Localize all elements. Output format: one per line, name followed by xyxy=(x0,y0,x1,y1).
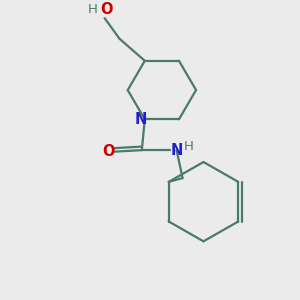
Text: H: H xyxy=(184,140,194,153)
Text: H: H xyxy=(87,4,97,16)
Text: N: N xyxy=(135,112,147,127)
Text: N: N xyxy=(170,143,183,158)
Text: O: O xyxy=(102,144,115,159)
Text: O: O xyxy=(100,2,112,17)
